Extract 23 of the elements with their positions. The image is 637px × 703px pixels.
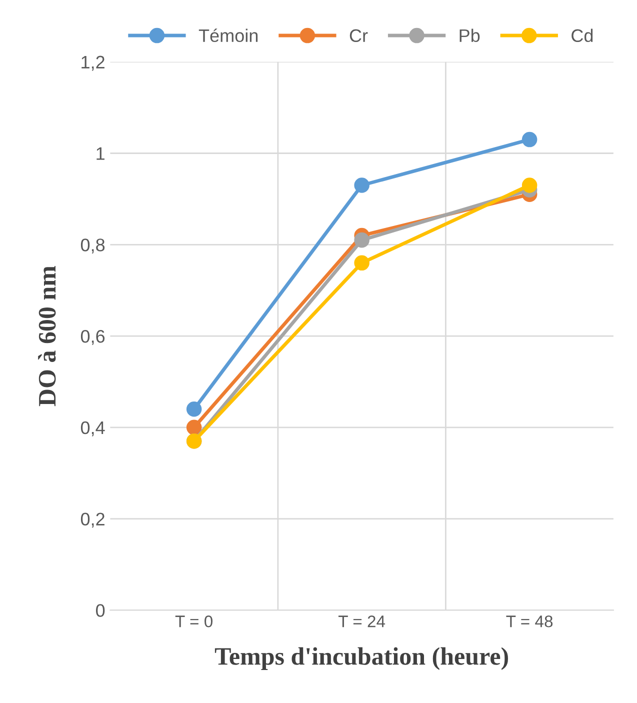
y-tick-label: 0,2: [80, 512, 104, 528]
legend-label: Pb: [460, 28, 480, 42]
x-tick-label: T = 48: [506, 616, 553, 628]
point: [354, 178, 370, 193]
y-tick-label: 1,2: [82, 56, 104, 71]
point: [354, 255, 370, 271]
y-tick-label: 0,4: [80, 421, 105, 436]
point: [186, 402, 202, 417]
legend-label: Cr: [350, 29, 368, 42]
point: [186, 420, 202, 436]
point: [522, 178, 538, 193]
x-axis-title: Temps d'incubation (heure): [214, 647, 508, 670]
x-tick-label: T = 0: [175, 616, 212, 628]
point: [354, 232, 370, 248]
y-tick-label: 1: [96, 147, 104, 160]
legend-label: Témoin: [198, 28, 258, 42]
x-tick-label: T = 24: [338, 616, 386, 628]
y-tick-label: 0,6: [80, 330, 105, 345]
y-tick-label: 0,8: [80, 238, 105, 254]
legend-label: Cd: [572, 28, 593, 42]
y-axis-title: DO à 600 nm: [38, 266, 56, 406]
y-tick-label: 0: [96, 604, 105, 617]
point: [522, 132, 538, 148]
